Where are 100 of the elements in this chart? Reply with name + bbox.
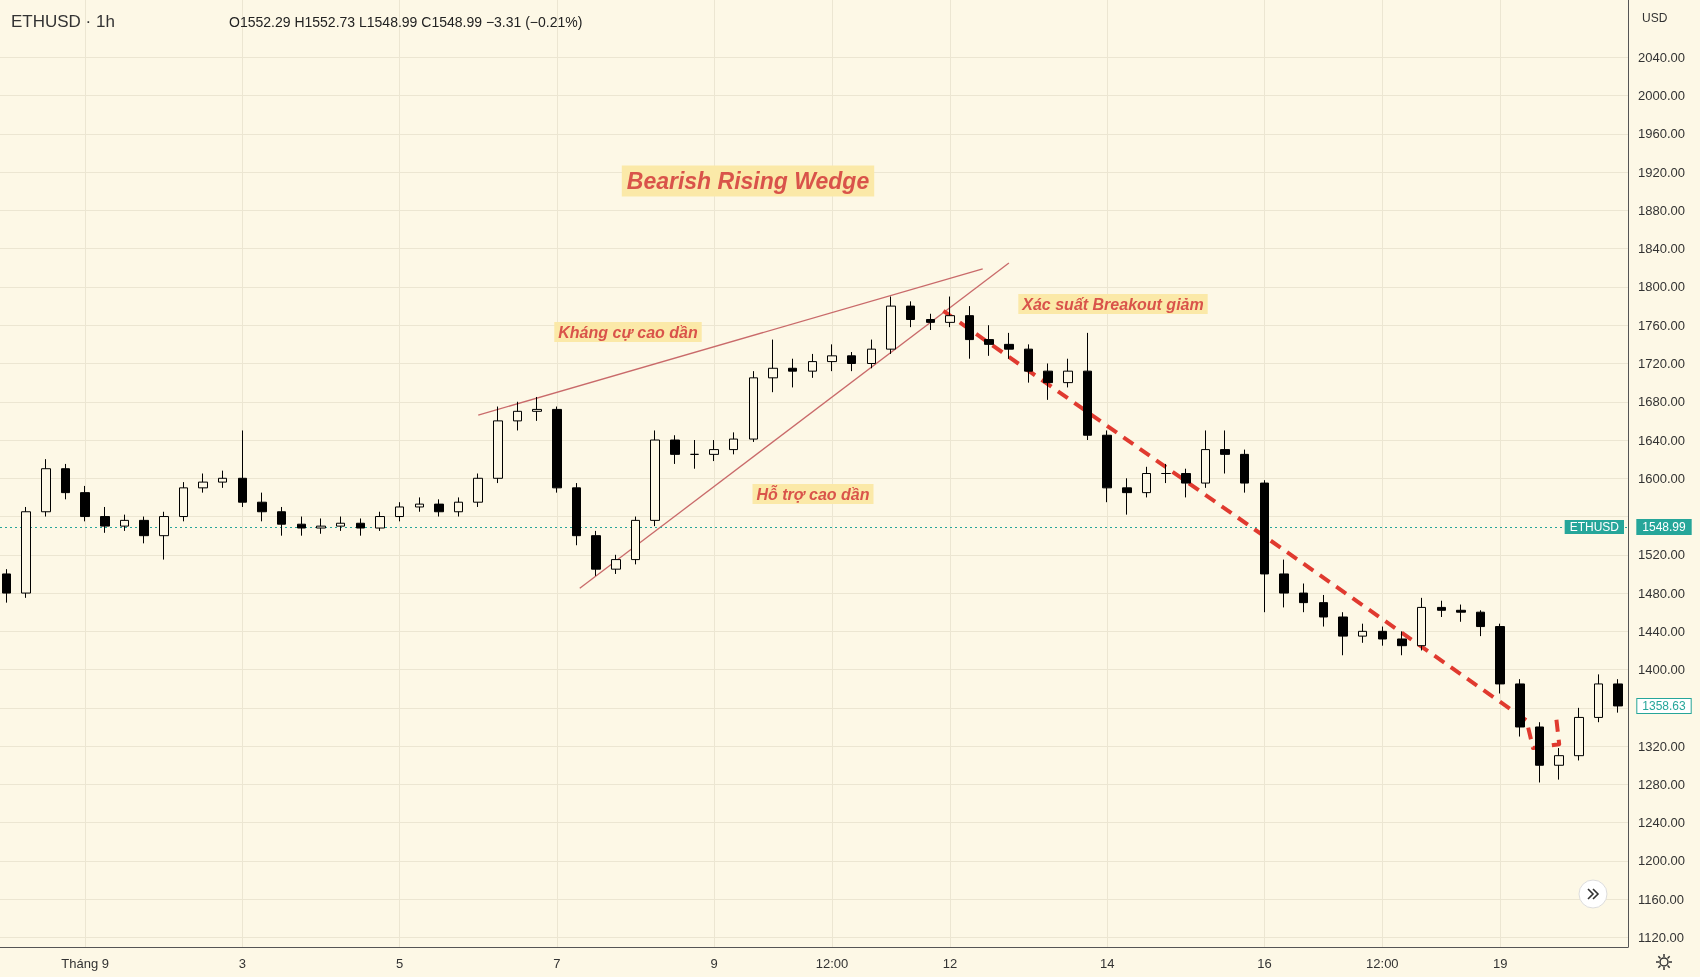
candlestick	[1240, 449, 1249, 494]
candlestick	[827, 343, 837, 372]
y-tick-label: 1600.00	[1638, 470, 1685, 486]
candlestick	[709, 439, 719, 462]
y-tick-label: 1200.00	[1638, 853, 1685, 869]
candlestick	[670, 434, 680, 465]
candlestick	[415, 496, 424, 513]
y-tick-label: 1720.00	[1638, 355, 1685, 371]
y-tick-label: 1280.00	[1638, 776, 1685, 792]
y-tick-label: 1880.00	[1638, 202, 1685, 218]
ref-line-label: ETHUSD	[1569, 520, 1620, 535]
candlestick	[749, 370, 758, 443]
candlestick	[611, 554, 621, 575]
candlestick	[1456, 604, 1466, 623]
candlestick	[238, 429, 247, 508]
candlestick	[945, 296, 955, 328]
candlestick	[1358, 623, 1367, 644]
candlestick	[473, 473, 483, 508]
candlestick	[1594, 673, 1603, 723]
candlestick	[1515, 678, 1525, 738]
candlestick	[926, 313, 935, 331]
candlestick	[139, 516, 149, 544]
annotation: Kháng cự cao dần	[558, 323, 698, 341]
candlestick	[552, 406, 562, 494]
candlestick	[906, 300, 915, 328]
candlestick	[1613, 678, 1623, 714]
candlestick	[1260, 479, 1269, 613]
candlestick	[1043, 362, 1053, 401]
x-tick-label: 16	[1257, 956, 1272, 971]
candlestick	[277, 506, 286, 537]
candlestick	[1417, 597, 1426, 651]
candlestick	[454, 496, 463, 518]
x-tick-label: 7	[553, 956, 561, 971]
y-tick-label: 1960.00	[1638, 126, 1685, 142]
candlestick	[572, 482, 581, 546]
text: 1358.63	[1642, 698, 1687, 713]
candlestick	[984, 324, 994, 357]
y-tick-label: 1680.00	[1638, 394, 1685, 410]
candlestick	[1181, 468, 1191, 498]
y-tick-label: 2040.00	[1638, 49, 1685, 65]
candlestick	[729, 431, 738, 455]
candlestick	[1201, 429, 1210, 489]
candlestick	[100, 506, 110, 534]
candlestick	[1279, 559, 1289, 608]
y-tick-label: 2000.00	[1638, 88, 1685, 104]
candlestick	[965, 305, 974, 360]
candlestick	[1338, 611, 1348, 656]
candlestick	[1102, 429, 1112, 503]
y-tick-label: 1240.00	[1638, 815, 1685, 831]
candlestick	[1554, 747, 1564, 781]
y-tick-label: 1640.00	[1638, 432, 1685, 448]
candlestick	[80, 485, 90, 522]
candlestick	[1437, 600, 1446, 618]
y-tick-label: 1120.00	[1638, 929, 1685, 945]
candlestick	[1378, 626, 1387, 647]
candlestick	[21, 506, 31, 599]
candlestick	[395, 501, 404, 522]
x-tick-label: 9	[710, 956, 718, 971]
text: 1548.99	[1642, 520, 1687, 535]
candlestick	[886, 296, 896, 355]
x-tick-label: 19	[1493, 956, 1508, 971]
annotation: Hỗ trợ cao dần	[756, 483, 870, 503]
candlestick	[1142, 466, 1151, 498]
y-tick-label: 1400.00	[1638, 662, 1685, 678]
candlestick	[198, 473, 208, 494]
candlestick	[1083, 332, 1092, 441]
text: O1552.29 H1552.73 L1548.99 C1548.99 −3.31 (−0.21%)	[229, 14, 583, 30]
candlestick	[218, 470, 227, 489]
candlestick	[1161, 463, 1171, 484]
candlestick	[336, 516, 345, 532]
candlestick	[768, 339, 778, 393]
annotation: Bearish Rising Wedge	[626, 168, 870, 194]
candlestick	[1024, 343, 1033, 384]
y-tick-label: 1840.00	[1638, 241, 1685, 257]
candlestick	[120, 514, 129, 532]
x-tick-label: 12	[942, 956, 958, 971]
y-tick-label: 1520.00	[1638, 547, 1685, 563]
candlestick	[1319, 594, 1328, 628]
candlestick	[690, 439, 699, 470]
candlestick	[1063, 358, 1073, 388]
y-tick-label: 1480.00	[1638, 585, 1685, 601]
candlestick	[513, 401, 522, 431]
candlestick	[179, 481, 188, 522]
candlestick	[356, 517, 365, 537]
candlestick	[1495, 623, 1505, 695]
candlestick	[159, 511, 169, 561]
candlestick	[61, 463, 70, 500]
y-tick-label: 1440.00	[1638, 623, 1685, 639]
x-tick-label: 12:00	[1366, 956, 1399, 971]
candlestick	[1220, 429, 1230, 474]
y-tick-label: 1760.00	[1638, 317, 1685, 333]
candlestick	[375, 511, 385, 532]
candlestick	[867, 339, 876, 369]
y-tick-label: 1320.00	[1638, 738, 1685, 754]
candlestick	[808, 353, 817, 379]
annotation: Xác suất Breakout giảm	[1021, 295, 1204, 313]
candlestick	[41, 458, 51, 518]
text: ETHUSD · 1h	[11, 12, 115, 31]
candlestick	[591, 530, 601, 577]
x-tick-label: 3	[238, 956, 247, 971]
